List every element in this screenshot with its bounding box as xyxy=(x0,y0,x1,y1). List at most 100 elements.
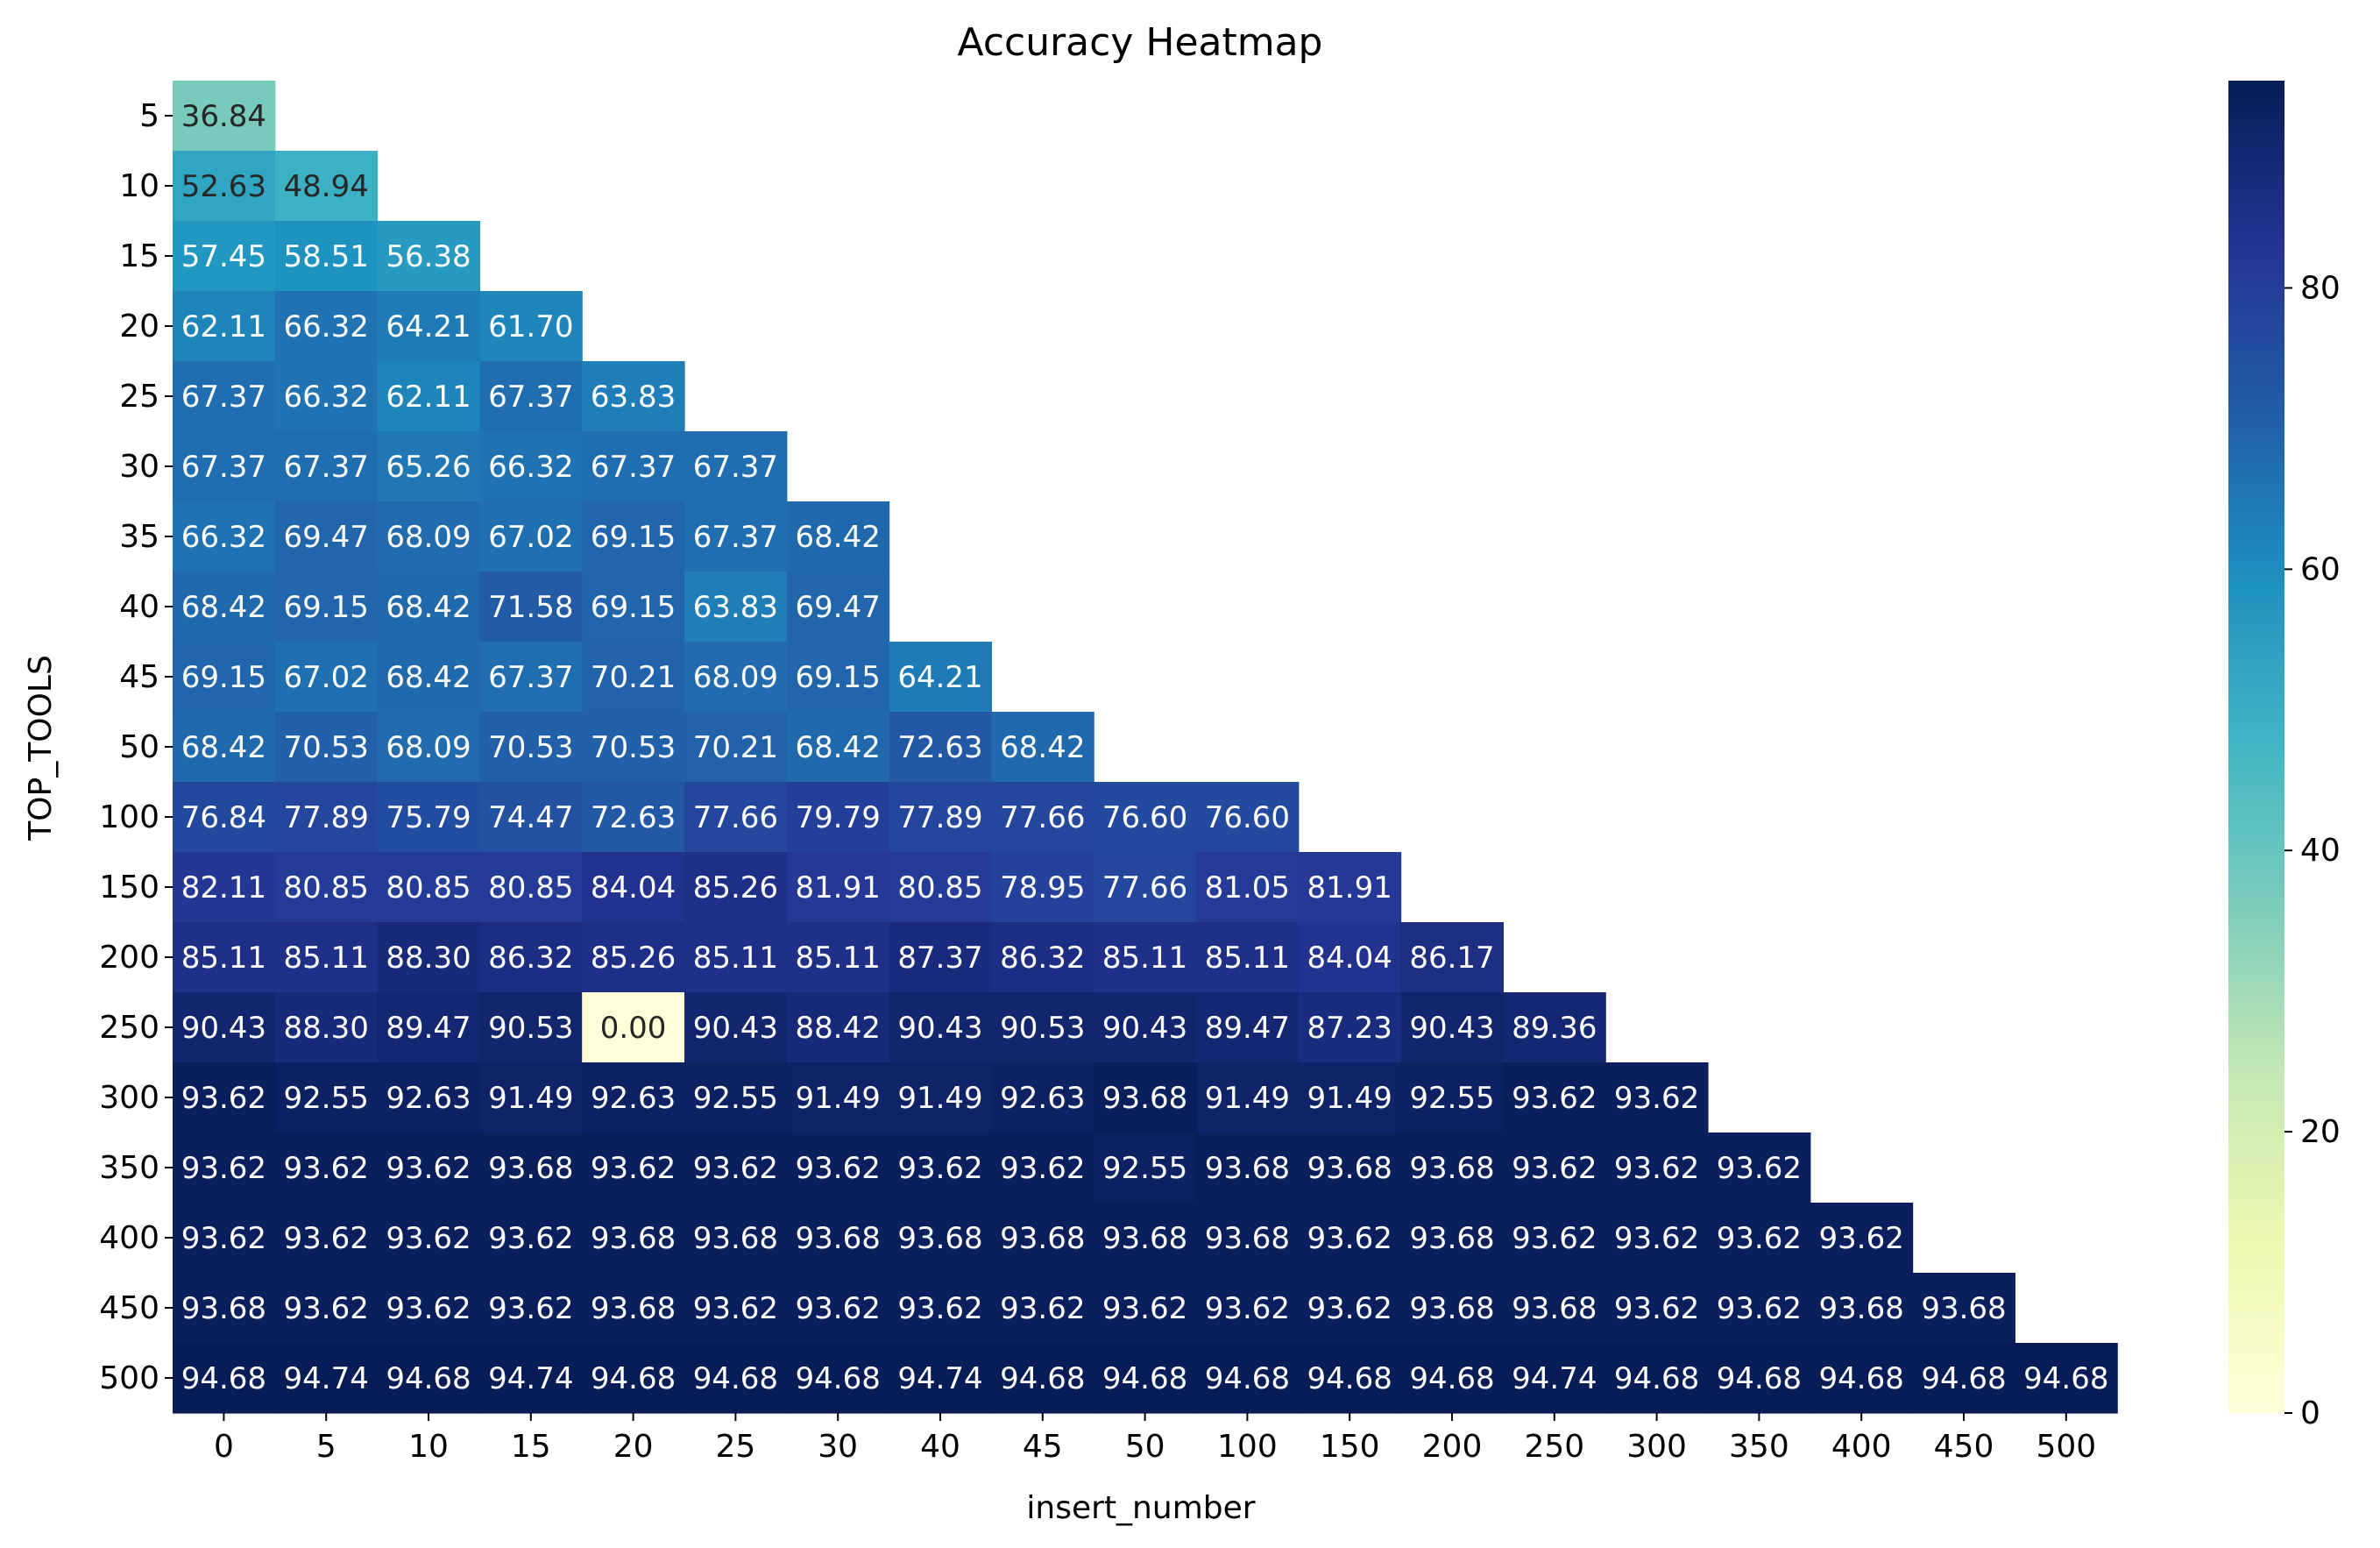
cell-value-label: 93.62 xyxy=(1307,1291,1392,1326)
heatmap-cell xyxy=(889,852,992,923)
cell-value-label: 80.85 xyxy=(284,870,369,905)
cell-value-label: 94.68 xyxy=(1819,1361,1904,1396)
heatmap-cell xyxy=(173,922,276,993)
heatmap-cell xyxy=(889,1343,992,1414)
heatmap-cell xyxy=(173,1343,276,1414)
heatmap-cell xyxy=(274,1203,379,1274)
cell-value-label: 67.37 xyxy=(181,450,266,485)
heatmap-cell xyxy=(684,1203,788,1274)
heatmap-cell xyxy=(582,1203,685,1274)
heatmap-cell xyxy=(479,1062,583,1133)
heatmap-cell xyxy=(274,992,379,1063)
heatmap-cell xyxy=(377,642,480,713)
heatmap-cell xyxy=(684,501,788,572)
heatmap-cell xyxy=(582,361,685,432)
cell-value-label: 93.62 xyxy=(386,1151,471,1186)
heatmap-cell xyxy=(1503,1133,1606,1204)
heatmap-cell xyxy=(1810,1203,1914,1274)
heatmap-cell xyxy=(786,1133,890,1204)
heatmap-cell xyxy=(786,1203,890,1274)
heatmap-cell xyxy=(1196,1062,1300,1133)
heatmap-cell xyxy=(684,1062,788,1133)
cell-value-label: 67.02 xyxy=(488,520,573,555)
cell-value-label: 93.62 xyxy=(1102,1291,1187,1326)
cell-value-label: 93.62 xyxy=(1512,1081,1597,1116)
cell-value-label: 93.62 xyxy=(1614,1151,1699,1186)
cell-value-label: 61.70 xyxy=(488,309,573,344)
cell-value-label: 93.68 xyxy=(488,1151,573,1186)
x-tick-label: 25 xyxy=(715,1429,755,1465)
heatmap-cell xyxy=(274,852,379,923)
cell-value-label: 92.55 xyxy=(693,1081,778,1116)
y-tick-label: 20 xyxy=(119,309,159,344)
heatmap-cell xyxy=(991,992,1094,1063)
cell-value-label: 77.66 xyxy=(693,800,778,835)
cell-value-label: 91.49 xyxy=(1307,1081,1392,1116)
cell-value-label: 76.60 xyxy=(1102,800,1187,835)
heatmap-cell xyxy=(582,922,685,993)
heatmap-cell xyxy=(377,782,480,853)
heatmap-cell xyxy=(684,1343,788,1414)
heatmap-cell xyxy=(479,642,583,713)
cell-value-label: 79.79 xyxy=(796,800,881,835)
cell-value-label: 92.55 xyxy=(284,1081,369,1116)
cell-value-label: 86.17 xyxy=(1409,941,1494,976)
heatmap-cell xyxy=(786,712,890,783)
heatmap-cell xyxy=(377,712,480,783)
heatmap-cell xyxy=(377,922,480,993)
cell-value-label: 68.09 xyxy=(693,660,778,695)
cell-value-label: 93.62 xyxy=(1512,1151,1597,1186)
y-tick-label: 5 xyxy=(139,98,159,134)
cell-value-label: 93.62 xyxy=(284,1221,369,1256)
cell-value-label: 70.53 xyxy=(284,730,369,765)
heatmap-cell xyxy=(684,712,788,783)
cell-value-label: 86.32 xyxy=(1000,941,1085,976)
heatmap-cell xyxy=(582,992,685,1063)
cell-value-label: 92.55 xyxy=(1102,1151,1187,1186)
heatmap-cell xyxy=(1810,1273,1914,1344)
heatmap-cell xyxy=(1196,992,1300,1063)
cell-value-label: 69.47 xyxy=(284,520,369,555)
cell-value-label: 63.83 xyxy=(591,380,676,415)
cell-value-label: 93.62 xyxy=(796,1291,881,1326)
heatmap-cell xyxy=(786,782,890,853)
cell-value-label: 81.91 xyxy=(1307,870,1392,905)
cell-value-label: 94.74 xyxy=(284,1361,369,1396)
heatmap-cell xyxy=(1912,1273,2015,1344)
cell-value-label: 94.74 xyxy=(1512,1361,1597,1396)
cell-value-label: 77.89 xyxy=(284,800,369,835)
cell-value-label: 67.37 xyxy=(181,380,266,415)
y-tick-label: 400 xyxy=(99,1220,159,1256)
cell-value-label: 93.62 xyxy=(897,1151,982,1186)
heatmap-cell xyxy=(786,1273,890,1344)
x-axis-label: insert_number xyxy=(1026,1490,1255,1526)
cell-value-label: 93.62 xyxy=(488,1221,573,1256)
x-tick-label: 450 xyxy=(1934,1429,1994,1465)
cell-value-label: 84.04 xyxy=(591,870,676,905)
cell-value-label: 58.51 xyxy=(284,239,369,274)
heatmap-cell xyxy=(377,291,480,362)
y-tick-label: 350 xyxy=(99,1150,159,1186)
cell-value-label: 68.42 xyxy=(1000,730,1085,765)
y-tick-label: 35 xyxy=(119,519,159,555)
heatmap-cell xyxy=(173,1062,276,1133)
cell-value-label: 93.68 xyxy=(1205,1221,1290,1256)
heatmap-cell xyxy=(1196,1133,1300,1204)
cell-value-label: 36.84 xyxy=(181,99,266,134)
cell-value-label: 72.63 xyxy=(897,730,982,765)
cell-value-label: 68.42 xyxy=(386,660,471,695)
heatmap-cell xyxy=(274,291,379,362)
heatmap-cell xyxy=(1503,1203,1606,1274)
cell-value-label: 78.95 xyxy=(1000,870,1085,905)
cell-value-label: 93.68 xyxy=(1409,1221,1494,1256)
heatmap-cell xyxy=(1605,1062,1709,1133)
cell-value-label: 90.43 xyxy=(1102,1011,1187,1046)
heatmap-cell xyxy=(1708,1343,1811,1414)
x-tick-label: 45 xyxy=(1023,1429,1063,1465)
cell-value-label: 80.85 xyxy=(488,870,573,905)
cell-value-label: 91.49 xyxy=(796,1081,881,1116)
heatmap-cell xyxy=(479,501,583,572)
cell-value-label: 71.58 xyxy=(488,590,573,625)
x-tick-label: 150 xyxy=(1320,1429,1380,1465)
heatmap-cell xyxy=(173,782,276,853)
